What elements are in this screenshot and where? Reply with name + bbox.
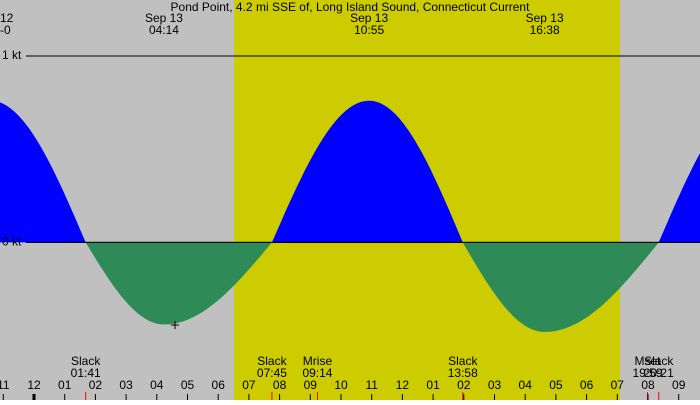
event-time: 01:41 — [71, 366, 101, 380]
event-time: 13:58 — [448, 366, 478, 380]
edge-label: -0 — [0, 23, 11, 37]
max-time: 10:55 — [354, 23, 384, 37]
hour-label: 01 — [58, 378, 72, 392]
event-name: Slack — [448, 354, 478, 368]
current-lobe — [85, 242, 272, 325]
hour-label: 04 — [150, 378, 164, 392]
hour-label: 09 — [304, 378, 318, 392]
hour-label: 07 — [611, 378, 625, 392]
hour-label: 01 — [426, 378, 440, 392]
event-name: Slack — [257, 354, 287, 368]
max-date: Sep 13 — [350, 11, 388, 25]
hour-label: 08 — [641, 378, 655, 392]
plot — [0, 55, 700, 332]
hour-label: 05 — [181, 378, 195, 392]
hour-label: 08 — [273, 378, 287, 392]
hour-label: 04 — [519, 378, 533, 392]
event-name: Slack — [644, 354, 674, 368]
hour-label: 03 — [488, 378, 502, 392]
hour-label: 09 — [672, 378, 686, 392]
hour-label: 05 — [549, 378, 563, 392]
y-tick-label: 1 kt — [2, 48, 22, 62]
hour-label: 02 — [89, 378, 103, 392]
current-lobe — [658, 153, 700, 243]
event-name: Mrise — [303, 354, 333, 368]
chart-title: Pond Point, 4.2 mi SSE of, Long Island S… — [171, 0, 531, 14]
event-time: 07:45 — [257, 366, 287, 380]
hour-label: 11 — [0, 378, 10, 392]
hour-label: 06 — [212, 378, 226, 392]
event-name: Mset — [634, 354, 661, 368]
current-lobe — [0, 102, 86, 243]
max-time: 04:14 — [149, 23, 179, 37]
hour-label: 12 — [27, 378, 41, 392]
event-time: 20:21 — [644, 366, 674, 380]
current-lobe — [462, 242, 659, 332]
hour-label: 07 — [242, 378, 256, 392]
hour-label: 12 — [396, 378, 410, 392]
hour-label: 02 — [457, 378, 471, 392]
hour-label: 11 — [365, 378, 378, 392]
event-time: 09:14 — [302, 366, 332, 380]
event-name: Slack — [71, 354, 101, 368]
hour-label: 03 — [119, 378, 133, 392]
current-lobe — [271, 100, 463, 243]
edge-label: 12 — [0, 11, 14, 25]
hour-label: 06 — [580, 378, 594, 392]
hour-label: 10 — [334, 378, 348, 392]
max-date: Sep 13 — [145, 11, 183, 25]
current-marker — [171, 321, 179, 329]
max-time: 16:38 — [530, 23, 560, 37]
y-tick-label: 0 kt — [2, 235, 22, 249]
event-time: 19:59 — [632, 366, 662, 380]
max-date: Sep 13 — [526, 11, 564, 25]
